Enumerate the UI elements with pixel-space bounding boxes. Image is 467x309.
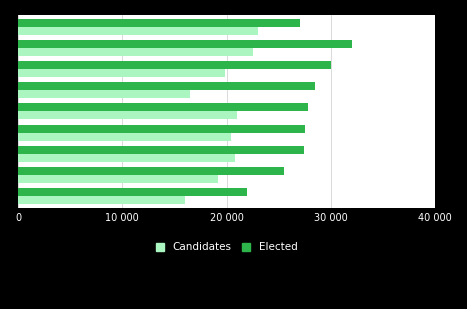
- Bar: [18, 104, 308, 112]
- Bar: [18, 125, 305, 133]
- Bar: [18, 40, 352, 48]
- Bar: [18, 48, 253, 56]
- Bar: [18, 146, 304, 154]
- Bar: [18, 175, 218, 183]
- Bar: [18, 167, 284, 175]
- Legend: Candidates, Elected: Candidates, Elected: [152, 238, 302, 257]
- Bar: [18, 27, 258, 35]
- Bar: [18, 112, 237, 120]
- Bar: [18, 154, 235, 162]
- Bar: [18, 82, 315, 90]
- Bar: [18, 69, 225, 77]
- Bar: [18, 196, 185, 204]
- Bar: [18, 188, 248, 196]
- Bar: [18, 61, 331, 69]
- Bar: [18, 133, 231, 141]
- Bar: [18, 19, 299, 27]
- Bar: [18, 90, 190, 98]
